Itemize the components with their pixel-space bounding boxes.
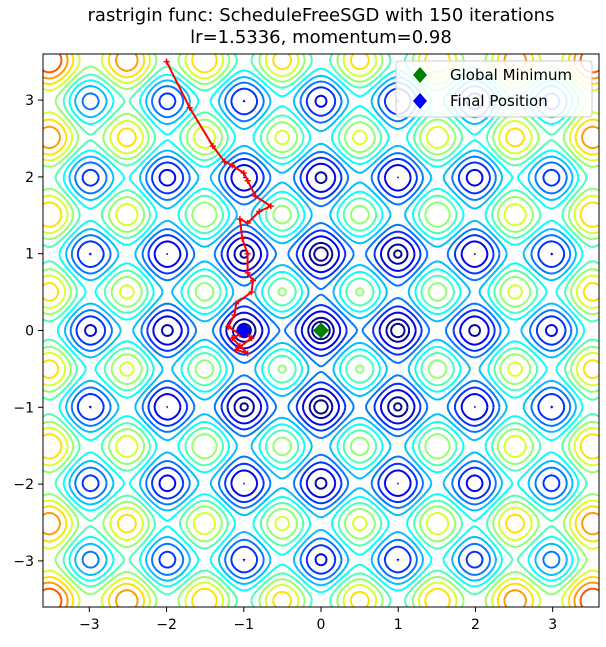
x-tick-label: 2 <box>471 617 480 633</box>
trajectory-point <box>244 250 251 257</box>
y-tick-label: −1 <box>13 400 34 416</box>
y-tick-label: 2 <box>25 170 34 186</box>
legend-global-minimum-marker <box>413 67 427 83</box>
trajectory-point <box>233 346 240 353</box>
x-tick-label: 3 <box>548 617 557 633</box>
trajectory-point <box>221 158 228 165</box>
trajectory-point <box>244 219 251 226</box>
global-minimum-marker <box>313 322 329 339</box>
legend-final-position-marker <box>413 93 427 109</box>
trajectory-point <box>209 143 216 150</box>
trajectory-point <box>256 208 263 215</box>
trajectory-point <box>233 300 240 307</box>
y-tick-label: −3 <box>13 554 34 570</box>
trajectory-point <box>163 58 170 65</box>
x-tick-label: −1 <box>233 617 254 633</box>
y-tick-label: −2 <box>13 477 34 493</box>
trajectory-point <box>244 350 251 357</box>
chart-subtitle: lr=1.5336, momentum=0.98 <box>190 27 452 48</box>
trajectory-point <box>248 335 255 342</box>
trajectory-point <box>231 312 238 319</box>
trajectory-point <box>252 193 259 200</box>
trajectory-point <box>239 235 246 242</box>
legend-final-position-label: Final Position <box>450 92 548 110</box>
point-markers <box>235 322 329 339</box>
trajectory-point <box>250 277 257 284</box>
x-tick-label: −3 <box>79 617 100 633</box>
trajectory-point <box>236 216 243 223</box>
trajectory-point <box>229 162 236 169</box>
trajectory-point <box>248 289 255 296</box>
contour-level <box>63 74 579 587</box>
y-tick-label: 0 <box>25 324 34 340</box>
contour-level <box>84 94 558 567</box>
trajectory-point <box>225 323 232 330</box>
contour-lines <box>43 54 599 607</box>
legend-global-minimum-label: Global Minimum <box>450 66 572 84</box>
contour-level <box>75 86 567 575</box>
y-tick-label: 3 <box>25 93 34 109</box>
legend-box <box>395 60 593 118</box>
trajectory-point <box>267 203 274 210</box>
contour-level <box>43 54 599 607</box>
final-position-marker <box>235 322 252 339</box>
trajectory-point <box>240 170 247 177</box>
contour-level <box>56 67 586 594</box>
y-tick-label: 1 <box>25 247 34 263</box>
legend: Global Minimum Final Position <box>395 60 593 118</box>
trajectory-point <box>244 177 251 184</box>
x-axis: −3 −2 −1 0 1 2 3 <box>79 607 557 633</box>
contour-level <box>43 54 599 607</box>
chart-title: rastrigin func: ScheduleFreeSGD with 150… <box>88 5 555 26</box>
contour-level <box>43 54 599 607</box>
trajectory-point <box>186 104 193 111</box>
contour-level <box>160 171 482 490</box>
x-tick-label: 0 <box>317 617 326 633</box>
trajectory-point <box>244 269 251 276</box>
trajectory-point <box>236 342 243 349</box>
y-axis: −3 −2 −1 0 1 2 3 <box>13 93 43 570</box>
x-tick-label: 1 <box>394 617 403 633</box>
x-tick-label: −2 <box>156 617 177 633</box>
trajectory-point <box>229 335 236 342</box>
